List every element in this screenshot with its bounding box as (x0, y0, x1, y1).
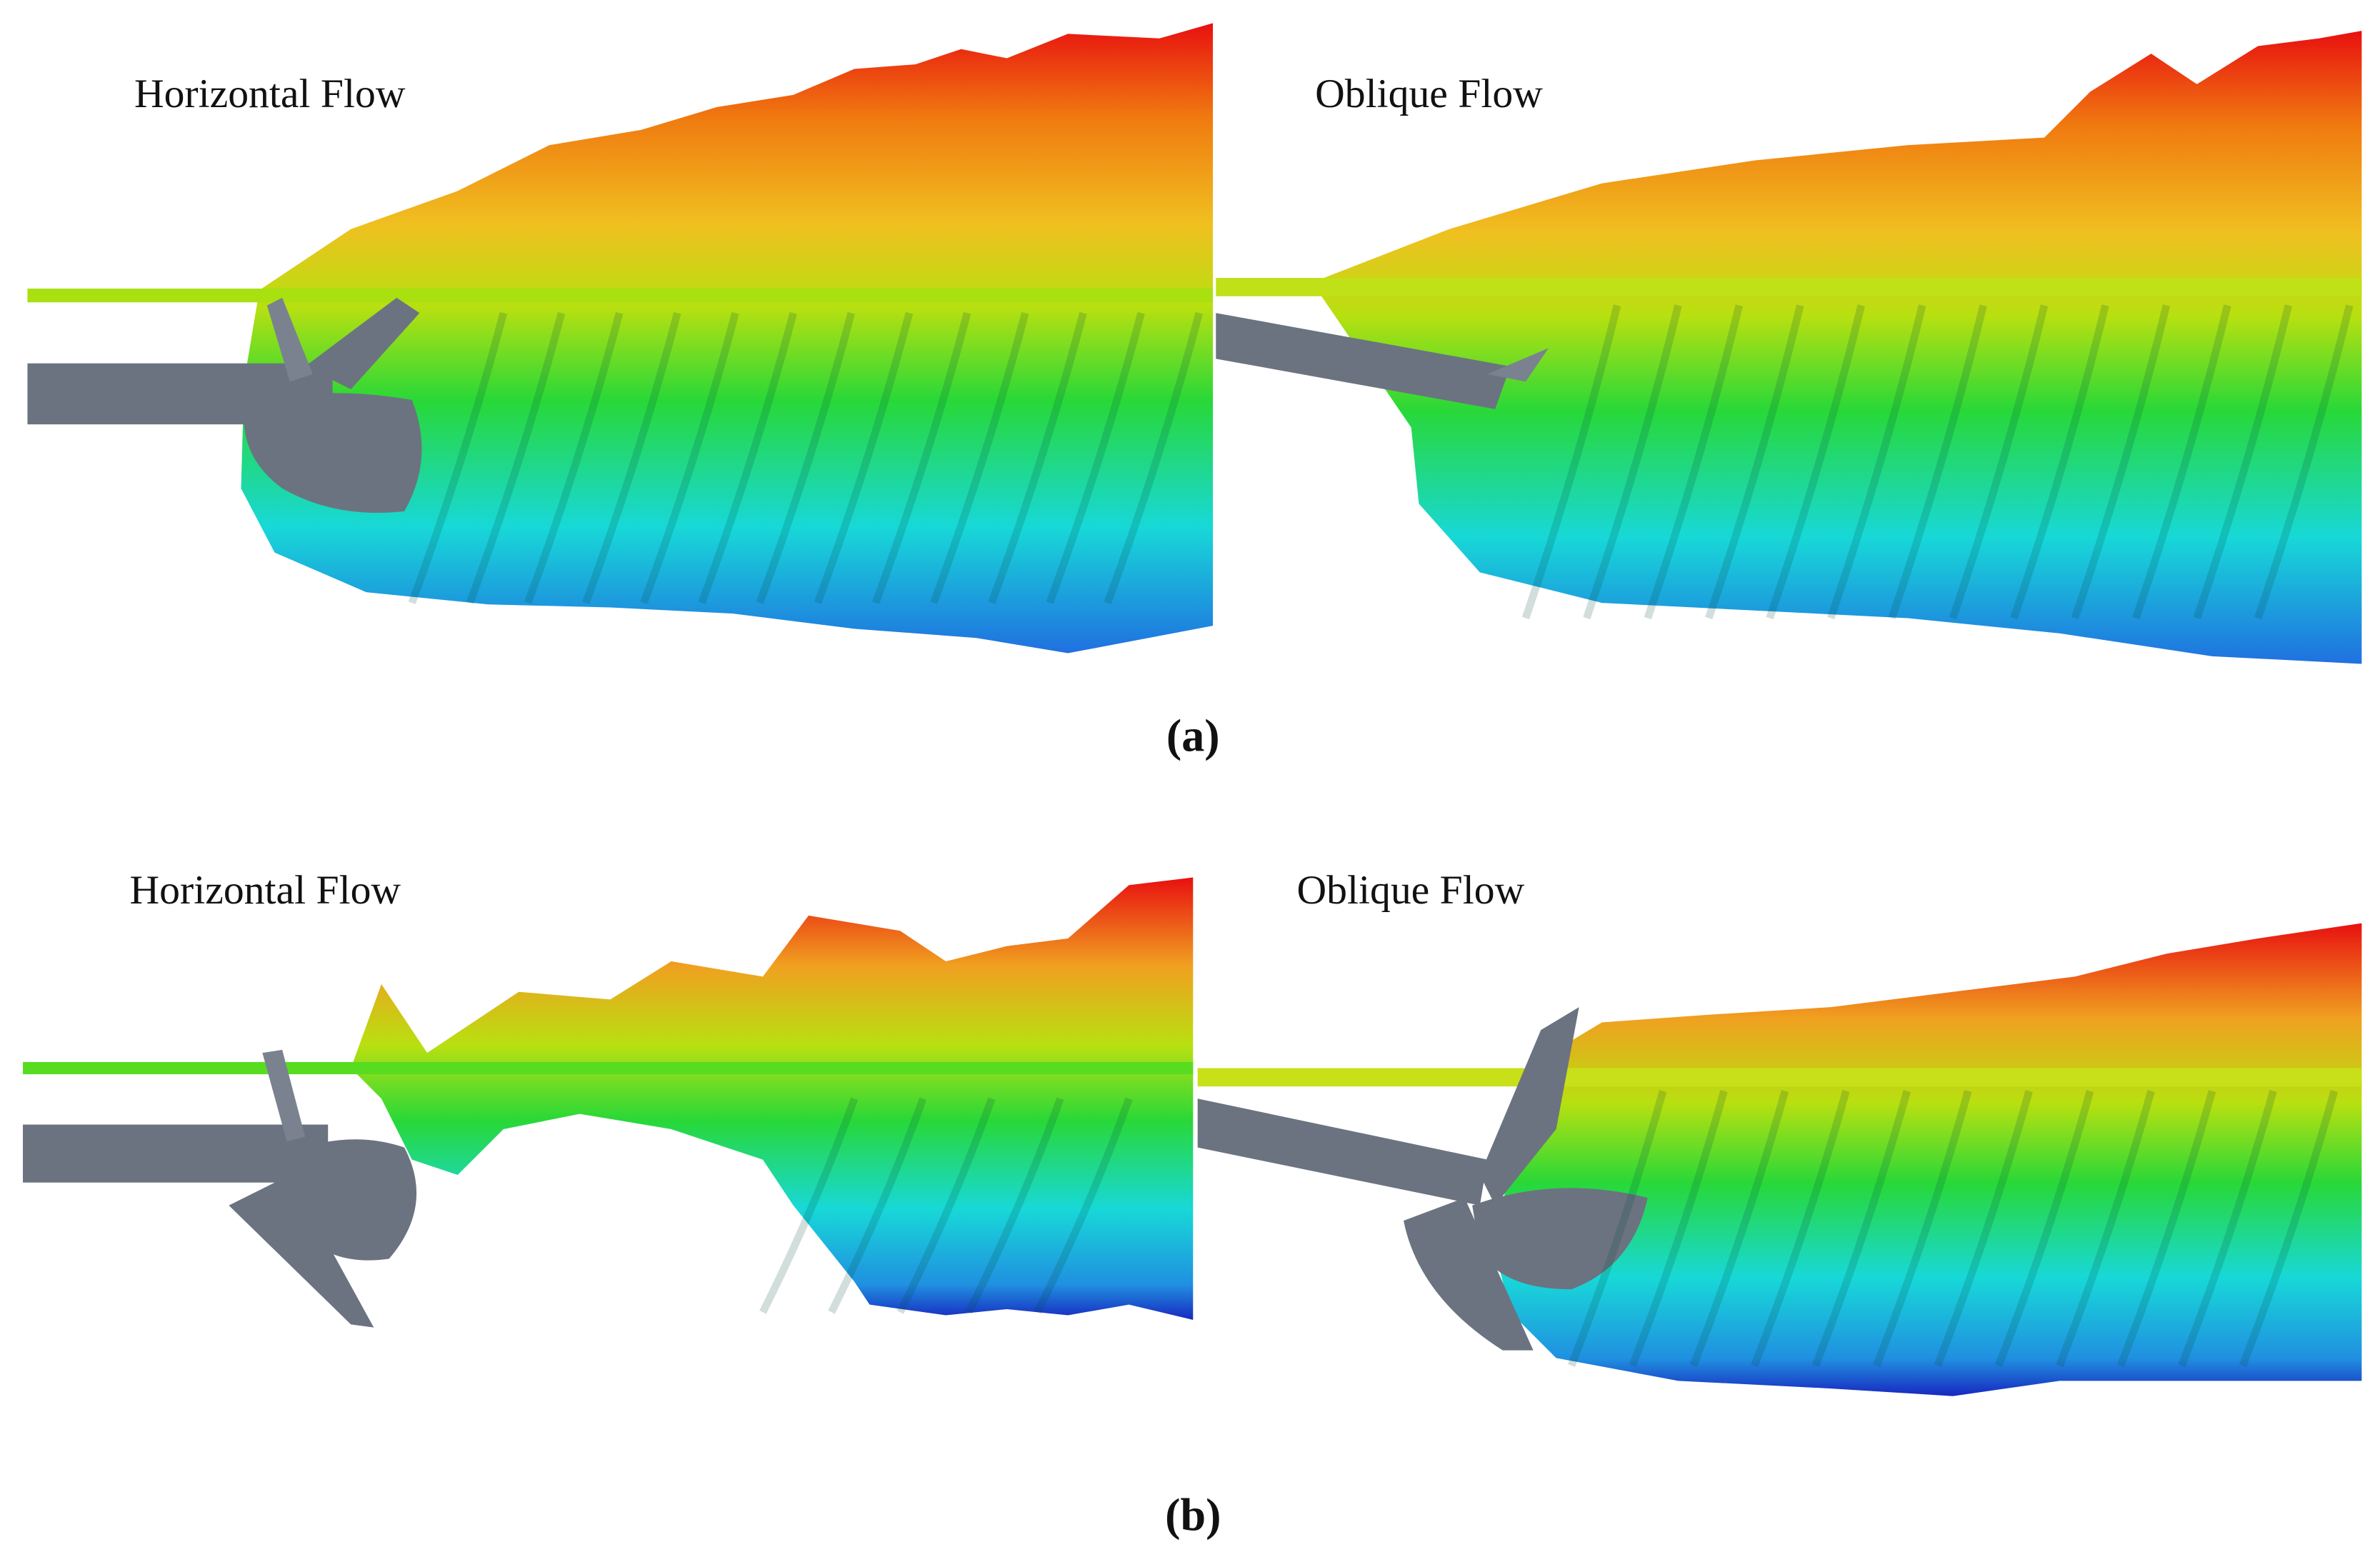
vortex-rib (1567, 1090, 1667, 1367)
vortex-surface (1495, 923, 2362, 1396)
vortex-rib (408, 311, 508, 604)
vortex-rib (466, 311, 566, 604)
vortex-rib (1104, 311, 1203, 604)
vortex-rib (1873, 1090, 1972, 1367)
vortex-rib (930, 311, 1029, 604)
water-surface (1197, 1068, 2362, 1087)
vortex-rib (756, 311, 855, 604)
vortex-rib (640, 311, 739, 604)
vortex-rib (2056, 1090, 2155, 1367)
vortex-rib (896, 1097, 996, 1314)
flow-image (1197, 923, 2362, 1396)
shaft (1197, 1098, 1488, 1206)
water-surface (23, 1061, 1194, 1075)
vortex-ribs (759, 1097, 1133, 1314)
view-title: Horizontal Flow (130, 868, 401, 913)
view-title: Oblique Flow (1297, 868, 1525, 913)
propeller-blade (1404, 1198, 1534, 1351)
propeller-blade (1487, 348, 1549, 382)
vortex-rib (2193, 304, 2293, 620)
vortex-rib (2010, 304, 2109, 620)
vortex-rib (759, 1097, 859, 1314)
panel-label: (a) (1166, 710, 1220, 761)
vortex-rib (1583, 304, 1682, 620)
vortex-rib (1689, 1090, 1789, 1367)
flow-image (27, 23, 1214, 654)
vortex-rib (2116, 1090, 2216, 1367)
vortex-rib (1751, 1090, 1850, 1367)
vortex-rib (2178, 1090, 2277, 1367)
vortex-rib (871, 311, 971, 604)
vortex-rib (1644, 304, 1744, 620)
vortex-ribs (1521, 304, 2354, 620)
propeller-hub (1472, 1188, 1648, 1290)
vortex-surface (241, 23, 1214, 654)
vortex-rib (1046, 311, 1145, 604)
flow-image (1216, 31, 2362, 664)
propeller-blade (229, 1175, 374, 1328)
vortex-rib (828, 1097, 927, 1314)
vortex-ribs (408, 311, 1203, 604)
vortex-rib (965, 1097, 1064, 1314)
view-title: Horizontal Flow (134, 71, 406, 116)
vortex-ribs (1567, 1090, 2339, 1367)
vortex-rib (1521, 304, 1621, 620)
vortex-rib (1949, 304, 2049, 620)
vortex-rib (2071, 304, 2171, 620)
vortex-rib (1827, 304, 1926, 620)
vortex-surface (1311, 31, 2362, 664)
vortex-rib (1995, 1090, 2094, 1367)
shaft (23, 1124, 329, 1183)
vortex-rib (2239, 1090, 2339, 1367)
water-surface (1216, 278, 2362, 296)
vortex-rib (1034, 1097, 1133, 1314)
vortex-rib (524, 311, 624, 604)
vortex-rib (1934, 1090, 2033, 1367)
flow-image (23, 877, 1194, 1328)
water-surface (27, 289, 1214, 303)
vortex-surface (351, 877, 1194, 1320)
vortex-rib (988, 311, 1087, 604)
vortex-rib (582, 311, 681, 604)
vortex-rib (1811, 1090, 1911, 1367)
propeller-blade (262, 1049, 306, 1142)
shaft (1216, 313, 1511, 409)
vortex-rib (814, 311, 914, 604)
vortex-rib (2132, 304, 2231, 620)
vortex-rib (1705, 304, 1804, 620)
vortex-rib (1629, 1090, 1728, 1367)
propeller-blade (266, 297, 313, 382)
view-title: Oblique Flow (1315, 71, 1543, 116)
propeller-blade (305, 297, 420, 390)
propeller-blade (1479, 1007, 1579, 1206)
vortex-rib (1888, 304, 1987, 620)
vortex-rib (698, 311, 797, 604)
vortex-rib (2254, 304, 2354, 620)
vortex-rib (1766, 304, 1865, 620)
propeller-hub (288, 1139, 417, 1261)
propeller-hub (244, 393, 422, 514)
panel-label: (b) (1165, 1490, 1221, 1541)
